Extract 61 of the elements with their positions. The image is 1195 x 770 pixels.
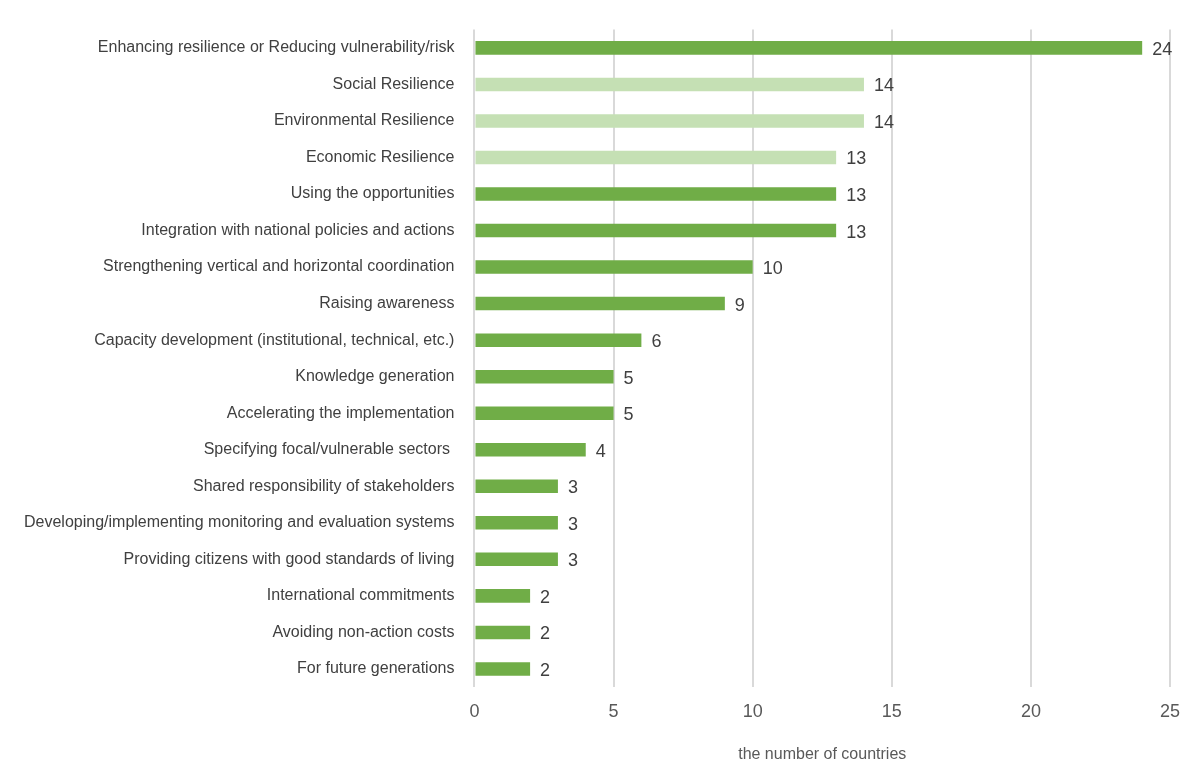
y-tick-label: Capacity development (institutional, technical, etc.) <box>94 330 455 348</box>
data-label: 13 <box>846 221 867 242</box>
y-tick-label: Accelerating the implementation <box>226 403 455 421</box>
data-label: 4 <box>595 440 606 461</box>
data-label: 3 <box>567 513 578 534</box>
bar <box>475 41 1143 55</box>
bar <box>475 150 837 165</box>
bar <box>475 516 558 530</box>
y-tick-label: Environmental Resilience <box>273 111 455 129</box>
data-label: 14 <box>873 111 894 132</box>
bar <box>475 442 586 457</box>
x-tick-label: 5 <box>608 700 619 721</box>
data-label: 5 <box>623 404 634 425</box>
data-label: 3 <box>567 477 578 498</box>
y-tick-label: Raising awareness <box>319 294 455 312</box>
data-label: 5 <box>623 367 634 388</box>
y-tick-label: For future generations <box>297 659 455 677</box>
bar <box>475 406 614 420</box>
y-tick-label: Knowledge generation <box>295 367 455 385</box>
bar <box>475 552 558 567</box>
data-label: 2 <box>540 623 551 644</box>
bar <box>475 77 864 92</box>
y-tick-label: Providing citizens with good standards of living <box>123 549 455 567</box>
y-tick-label: Integration with national policies and actions <box>141 220 455 238</box>
data-label: 10 <box>762 258 783 279</box>
y-tick-label: International commitments <box>266 586 455 604</box>
x-tick-label: 0 <box>469 700 480 721</box>
bar <box>475 260 753 274</box>
data-label: 13 <box>846 148 867 169</box>
bar <box>475 479 558 494</box>
bar <box>475 369 614 384</box>
y-tick-label: Enhancing resilience or Reducing vulnerability/risk <box>97 38 456 56</box>
bar <box>475 333 642 347</box>
x-axis-title: the number of countries <box>738 744 907 762</box>
y-tick-label: Using the opportunities <box>290 184 455 202</box>
bar <box>475 296 725 311</box>
y-tick-label: Economic Resilience <box>305 147 455 165</box>
data-label: 13 <box>846 184 867 205</box>
x-tick-label: 25 <box>1159 700 1181 721</box>
bar <box>475 114 864 128</box>
data-label: 14 <box>873 75 894 96</box>
bar <box>475 625 531 640</box>
y-tick-label: Shared responsibility of stakeholders <box>192 476 455 494</box>
data-label: 2 <box>540 586 551 607</box>
y-tick-label: Avoiding non-action costs <box>272 622 455 640</box>
x-tick-label: 15 <box>881 700 902 721</box>
y-tick-label: Specifying focal/vulnerable sectors <box>203 440 455 458</box>
y-tick-label: Developing/implementing monitoring and evaluation systems <box>24 513 455 531</box>
bar <box>475 589 531 603</box>
data-label: 3 <box>567 550 578 571</box>
bar <box>475 223 837 238</box>
bar <box>475 662 531 676</box>
data-label: 2 <box>540 659 551 680</box>
x-tick-label: 20 <box>1020 700 1041 721</box>
data-label: 6 <box>651 331 662 352</box>
y-tick-label: Social Resilience <box>332 74 455 92</box>
x-tick-label: 10 <box>742 700 763 721</box>
y-tick-label: Strengthening vertical and horizontal coordination <box>103 257 455 275</box>
data-label: 24 <box>1152 38 1173 59</box>
bar <box>475 187 837 201</box>
data-label: 9 <box>734 294 745 315</box>
